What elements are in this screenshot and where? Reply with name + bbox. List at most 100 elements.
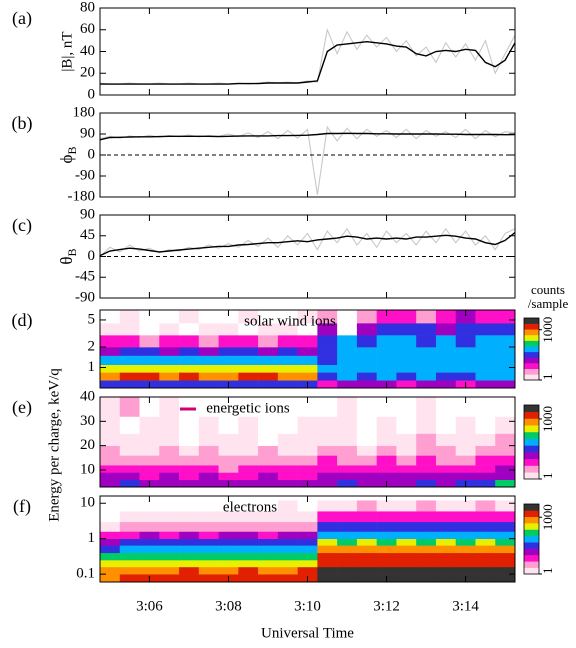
heat-cell — [119, 521, 140, 532]
heat-cell — [455, 521, 476, 532]
heat-cell — [416, 347, 437, 356]
panel-label: (d) — [12, 310, 33, 331]
heat-cell — [159, 521, 180, 532]
heat-cell — [119, 397, 140, 417]
heat-cell — [100, 531, 121, 539]
heat-cell — [100, 433, 121, 446]
heat-cell — [475, 472, 496, 481]
heat-cell — [159, 347, 180, 356]
colorbar-swatch — [524, 318, 539, 324]
heat-cell — [356, 347, 377, 356]
heat-cell — [376, 465, 397, 473]
heat-cell — [218, 455, 239, 466]
heat-cell — [435, 416, 457, 434]
heat-cell — [435, 347, 457, 356]
heat-cell — [475, 310, 496, 324]
heat-cell — [337, 560, 358, 568]
heat-cell — [416, 380, 437, 389]
heat-cell — [495, 347, 516, 356]
heat-cell — [100, 372, 121, 381]
heat-cell — [159, 372, 180, 381]
heat-cell — [198, 455, 219, 466]
heat-cell — [376, 310, 397, 324]
heat-cell — [475, 566, 496, 575]
y-tick-label: 90 — [80, 206, 95, 222]
heat-cell — [238, 511, 259, 523]
colorbar-swatch — [524, 405, 539, 413]
colorbar-tick-label: 1 — [540, 374, 555, 381]
heat-cell — [416, 310, 437, 324]
heat-cell — [139, 560, 160, 568]
colorbar-swatch — [524, 445, 539, 453]
heat-cell — [258, 472, 279, 481]
heat-cell — [218, 433, 239, 446]
heat-cell — [258, 479, 279, 488]
heat-cell — [455, 372, 476, 381]
heat-cell — [416, 323, 437, 336]
heat-cell — [277, 545, 298, 554]
heat-cell — [139, 372, 160, 381]
heat-cell — [435, 445, 457, 456]
heat-cell — [455, 538, 476, 546]
heat-cell — [356, 372, 377, 381]
colorbar-swatch — [524, 548, 539, 556]
heat-cell — [376, 538, 397, 546]
heat-cell — [356, 445, 377, 456]
colorbar-swatch — [524, 323, 539, 330]
heat-cell — [119, 355, 140, 365]
heat-cell — [376, 455, 397, 466]
annotation: energetic ions — [206, 400, 290, 416]
heat-cell — [119, 560, 140, 568]
heat-cell — [495, 545, 516, 554]
heat-cell — [277, 397, 298, 417]
heat-cell — [159, 500, 180, 512]
heat-cell — [119, 372, 140, 381]
heat-cell — [119, 380, 140, 389]
heat-cell — [100, 545, 121, 554]
heat-cell — [218, 347, 239, 356]
heat-cell — [277, 511, 298, 523]
heat-cell — [179, 445, 200, 456]
heat-cell — [317, 355, 338, 365]
y-axis-subscript: B — [65, 248, 79, 256]
heat-cell — [337, 511, 358, 523]
heat-cell — [277, 472, 298, 481]
heat-cell — [100, 416, 121, 434]
colorbar-frame — [523, 404, 540, 480]
heat-cell — [317, 472, 338, 481]
heat-cell — [337, 372, 358, 381]
heat-cell — [337, 455, 358, 466]
heat-cell — [396, 347, 417, 356]
heat-cell — [416, 397, 437, 417]
heat-cell — [100, 500, 121, 512]
heat-cell — [317, 560, 338, 568]
heat-cell — [455, 347, 476, 356]
heat-cell — [139, 335, 160, 348]
heat-cell — [297, 455, 318, 466]
heat-cell — [455, 531, 476, 539]
colorbar-tick-label: 1000 — [540, 504, 555, 530]
heat-cell — [495, 531, 516, 539]
y-tick-label: 20 — [80, 437, 95, 453]
heat-cell — [297, 560, 318, 568]
y-axis-label: |B|, nT — [59, 31, 75, 71]
heat-cell — [238, 445, 259, 456]
colorbar-swatch — [524, 438, 539, 446]
heat-cell — [317, 552, 338, 561]
heat-cell — [356, 364, 377, 373]
heat-cell — [317, 479, 338, 488]
heat-cell — [119, 445, 140, 456]
heat-cell — [317, 574, 338, 583]
heat-cell — [277, 560, 298, 568]
heat-cell — [297, 538, 318, 546]
heat-cell — [258, 531, 279, 539]
heat-cell — [337, 364, 358, 373]
heat-cell — [258, 465, 279, 473]
heat-cell — [119, 347, 140, 356]
heat-cell — [416, 465, 437, 473]
heat-cell — [159, 364, 180, 373]
heat-cell — [317, 511, 338, 523]
y-tick-label: -90 — [75, 289, 95, 305]
heat-cell — [475, 355, 496, 365]
heat-cell — [139, 511, 160, 523]
